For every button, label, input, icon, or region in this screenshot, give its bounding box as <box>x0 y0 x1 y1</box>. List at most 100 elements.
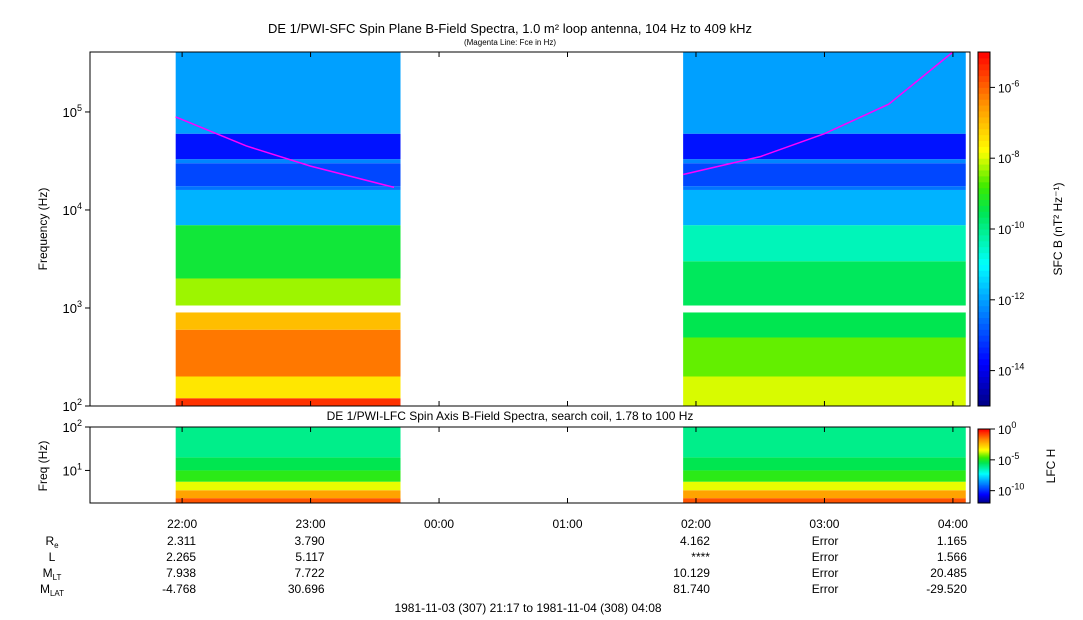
lfc-title: DE 1/PWI-LFC Spin Axis B-Field Spectra, … <box>327 409 694 423</box>
time-tick-label: 00:00 <box>424 517 454 531</box>
colorbar-cell <box>978 116 990 124</box>
time-axis: 22:00 23:00 00:00 01:00 02:00 03:00 04:00 <box>167 52 968 531</box>
colorbar-cell <box>978 475 990 478</box>
colorbar-cell <box>978 466 990 468</box>
fce-line <box>682 51 954 176</box>
colorbar-cell <box>978 442 990 445</box>
y-tick-label: 101 <box>63 461 82 478</box>
colorbar-cell <box>978 57 990 65</box>
colorbar-cell <box>978 170 990 177</box>
colorbar-cell <box>978 491 990 494</box>
colorbar-cell <box>978 299 990 307</box>
spectrum-cell <box>175 163 401 187</box>
ephemeris-value: Error <box>812 582 839 596</box>
colorbar-cell <box>978 246 990 254</box>
colorbar-cell <box>978 223 990 230</box>
lfc-ylabel: Freq (Hz) <box>36 441 50 492</box>
colorbar-cell <box>978 164 990 171</box>
colorbar-cell <box>978 358 990 366</box>
sfc-ylabel: Frequency (Hz) <box>36 188 50 271</box>
colorbar-tick-exp: -10 <box>1011 220 1024 230</box>
ephemeris-row-sub: e <box>54 541 59 550</box>
ephemeris-row-label: MLAT <box>40 582 64 598</box>
colorbar-cell <box>978 464 990 467</box>
ephemeris-value: Error <box>812 550 839 564</box>
colorbar-cell <box>978 482 990 484</box>
fce-line <box>175 116 395 189</box>
colorbar-cell <box>978 152 990 159</box>
colorbar-tick-exp: -14 <box>1011 362 1024 372</box>
plot-frame <box>89 426 971 504</box>
colorbar-cell <box>978 329 990 336</box>
ephemeris-value: 2.311 <box>167 534 196 548</box>
colorbar-cell <box>978 158 990 165</box>
spectrum-cell <box>175 498 401 503</box>
colorbar-cell <box>978 240 990 248</box>
colorbar-cell <box>978 341 990 348</box>
time-tick-label: 01:00 <box>552 517 582 531</box>
colorbar-cell <box>978 485 990 488</box>
spectrum-cell <box>683 261 966 306</box>
spectrum-cell <box>175 189 401 226</box>
colorbar-cell <box>978 81 990 88</box>
colorbar-cell <box>978 276 990 283</box>
colorbar-tick-exp: -12 <box>1011 291 1024 301</box>
ephemeris-row-label: L <box>49 550 56 564</box>
spectrum-cell <box>683 481 966 491</box>
ephemeris-value: 1.165 <box>937 534 967 548</box>
colorbar-cell <box>978 128 990 136</box>
ephemeris-row-sub: LAT <box>50 589 64 598</box>
colorbar-cell <box>978 459 990 462</box>
colorbar-cell <box>978 499 990 502</box>
spectrum-cell <box>175 52 401 134</box>
colorbar-cell <box>978 488 990 490</box>
colorbar-cell <box>978 69 990 77</box>
colorbar-cell <box>978 270 990 277</box>
spectrum-cell <box>683 490 966 499</box>
lfc-colorbar-label: LFC H <box>1044 449 1058 484</box>
ephemeris-row-label: Re <box>45 534 59 550</box>
sfc-plot: 102 103 104 105 10-6 10-8 10-10 10-12 10-14 <box>63 51 1024 414</box>
colorbar-cell <box>978 496 990 499</box>
colorbar-cell <box>978 111 990 118</box>
spectrum-cell <box>175 427 401 458</box>
colorbar-cell <box>978 458 990 461</box>
colorbar-cell <box>978 474 990 477</box>
sfc-title: DE 1/PWI-SFC Spin Plane B-Field Spectra,… <box>268 21 752 36</box>
spectrum-cell <box>175 398 401 406</box>
colorbar-tick-exp: -5 <box>1011 451 1019 461</box>
colorbar-cell <box>978 288 990 295</box>
spectrum-cell <box>683 427 966 458</box>
spectrum-cell <box>683 186 966 190</box>
ephemeris-value: 7.938 <box>166 566 196 580</box>
colorbar-cell <box>978 436 990 439</box>
colorbar-cell <box>978 454 990 457</box>
colorbar-cell <box>978 75 990 82</box>
spectrum-cell <box>683 470 966 482</box>
colorbar-cell <box>978 134 990 141</box>
time-tick-label: 23:00 <box>296 517 326 531</box>
colorbar-cell <box>978 211 990 218</box>
time-tick-label: 03:00 <box>809 517 839 531</box>
colorbar-cell <box>978 293 990 301</box>
colorbar-cell <box>978 187 990 195</box>
ephemeris-table: Re 2.311 3.790 4.162 Error 1.165 L 2.265 5.117 **… <box>40 534 967 598</box>
y-tick-label: 102 <box>63 397 82 414</box>
colorbar-frame <box>977 428 991 504</box>
colorbar-cell <box>978 441 990 444</box>
colorbar-tick-exp: -10 <box>1011 482 1024 492</box>
spectrum-cell <box>175 133 401 160</box>
colorbar-cell <box>978 473 990 476</box>
colorbar-cell <box>978 448 990 451</box>
colorbar-cell <box>978 382 990 389</box>
colorbar-cell <box>978 447 990 450</box>
colorbar-cell <box>978 478 990 481</box>
colorbar-cell <box>978 446 990 448</box>
spectrum-cell <box>175 312 401 330</box>
colorbar-cell <box>978 93 990 100</box>
colorbar-cell <box>978 451 990 453</box>
colorbar-cell <box>978 347 990 354</box>
colorbar-cell <box>978 494 990 497</box>
